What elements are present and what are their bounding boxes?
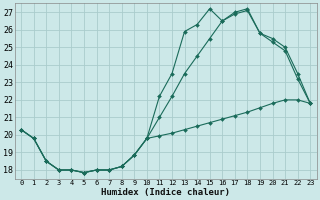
X-axis label: Humidex (Indice chaleur): Humidex (Indice chaleur) — [101, 188, 230, 197]
